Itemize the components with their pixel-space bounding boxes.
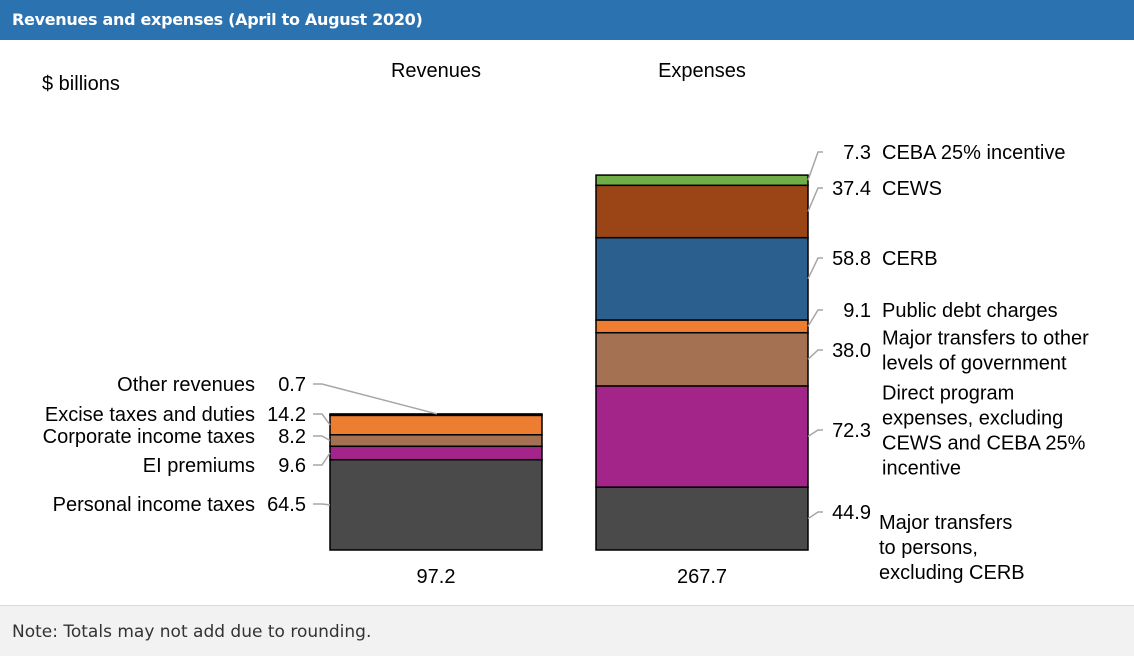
segment-label-public-debt-charges-line-0: Public debt charges — [882, 300, 1058, 322]
chart-title: Revenues and expenses (April to August 2… — [0, 0, 1134, 40]
bar-segment-expenses-public-debt-charges — [595, 319, 809, 334]
segment-value-cews: 37.4 — [832, 178, 871, 200]
segment-label-cerb-line-0: CERB — [882, 248, 938, 270]
bar-segment-expenses-major-transfers-to-other-levels-of-government — [595, 331, 809, 387]
segment-label-direct-program-expenses-excluding-cews-and-ceba-25-incentive-line-0: Direct program — [882, 383, 1014, 405]
callout-line-personal-income-taxes — [313, 503, 331, 506]
segment-label-major-transfers-to-persons-excluding-cerb-line-2: excluding CERB — [879, 562, 1025, 584]
callout-line-ei-premiums — [313, 452, 331, 466]
segment-value-ei-premiums: 9.6 — [278, 455, 306, 477]
y-axis-label: $ billions — [42, 73, 120, 95]
segment-value-corporate-income-taxes: 8.2 — [278, 426, 306, 448]
segment-label-major-transfers-to-other-levels-of-government-line-0: Major transfers to other — [882, 328, 1089, 350]
segment-label-direct-program-expenses-excluding-cews-and-ceba-25-incentive-line-2: CEWS and CEBA 25% — [882, 433, 1086, 455]
segment-value-major-transfers-to-other-levels-of-government: 38.0 — [832, 340, 871, 362]
bar-segment-revenues-excise-taxes-and-duties — [329, 414, 543, 436]
bar-segment-expenses-cews — [595, 184, 809, 239]
category-label-revenues: Revenues — [391, 60, 481, 82]
callout-line-major-transfers-to-other-levels-of-government — [807, 349, 823, 360]
segment-label-major-transfers-to-other-levels-of-government-line-1: levels of government — [882, 353, 1067, 375]
bar-segment-expenses-direct-program-expenses-excluding-cews-and-ceba-25-incentive — [595, 385, 809, 488]
segment-label-corporate-income-taxes: Corporate income taxes — [43, 426, 255, 448]
segment-label-direct-program-expenses-excluding-cews-and-ceba-25-incentive-line-3: incentive — [882, 458, 961, 480]
callout-line-direct-program-expenses-excluding-cews-and-ceba-25-incentive — [807, 429, 823, 438]
callout-line-excise-taxes-and-duties — [313, 413, 331, 426]
segment-label-cews-line-0: CEWS — [882, 178, 942, 200]
bar-segment-expenses-major-transfers-to-persons-excluding-cerb — [595, 486, 809, 551]
segment-value-personal-income-taxes: 64.5 — [267, 494, 306, 516]
total-label-expenses: 267.7 — [677, 566, 727, 588]
bar-segment-expenses-cerb — [595, 236, 809, 321]
callout-line-corporate-income-taxes — [313, 435, 331, 442]
segment-label-major-transfers-to-persons-excluding-cerb-line-1: to persons, — [879, 537, 978, 559]
segment-value-ceba-25-incentive: 7.3 — [843, 142, 871, 164]
category-label-expenses: Expenses — [658, 60, 746, 82]
total-label-revenues: 97.2 — [417, 566, 456, 588]
segment-label-major-transfers-to-persons-excluding-cerb-line-0: Major transfers — [879, 512, 1012, 534]
segment-label-other-revenues: Other revenues — [117, 374, 255, 396]
callout-line-public-debt-charges — [807, 309, 823, 327]
segment-label-excise-taxes-and-duties: Excise taxes and duties — [45, 404, 255, 426]
callout-line-cews — [807, 187, 823, 212]
segment-value-excise-taxes-and-duties: 14.2 — [267, 404, 306, 426]
callout-line-cerb — [807, 257, 823, 280]
callout-line-major-transfers-to-persons-excluding-cerb — [807, 511, 823, 520]
bar-segment-expenses-ceba-25-incentive — [595, 174, 809, 187]
callout-line-ceba-25-incentive — [807, 151, 823, 181]
segment-label-direct-program-expenses-excluding-cews-and-ceba-25-incentive-line-1: expenses, excluding — [882, 408, 1063, 430]
bar-segment-revenues-personal-income-taxes — [329, 458, 543, 551]
segment-value-other-revenues: 0.7 — [278, 374, 306, 396]
chart-area: $ billions Revenues 97.2 Personal income ta… — [0, 40, 1134, 605]
chart-note: Note: Totals may not add due to rounding… — [0, 605, 1134, 656]
stacked-bar-chart: $ billions Revenues 97.2 Personal income ta… — [42, 60, 1089, 588]
segment-value-direct-program-expenses-excluding-cews-and-ceba-25-incentive: 72.3 — [832, 420, 871, 442]
segment-label-ei-premiums: EI premiums — [143, 455, 255, 477]
segment-value-major-transfers-to-persons-excluding-cerb: 44.9 — [832, 502, 871, 524]
segment-label-personal-income-taxes: Personal income taxes — [53, 494, 255, 516]
bar-segment-revenues-ei-premiums — [329, 445, 543, 461]
callout-line-other-revenues — [313, 383, 438, 415]
segment-value-cerb: 58.8 — [832, 248, 871, 270]
segment-label-ceba-25-incentive-line-0: CEBA 25% incentive — [882, 142, 1065, 164]
bar-segment-revenues-corporate-income-taxes — [329, 434, 543, 448]
segment-value-public-debt-charges: 9.1 — [843, 300, 871, 322]
